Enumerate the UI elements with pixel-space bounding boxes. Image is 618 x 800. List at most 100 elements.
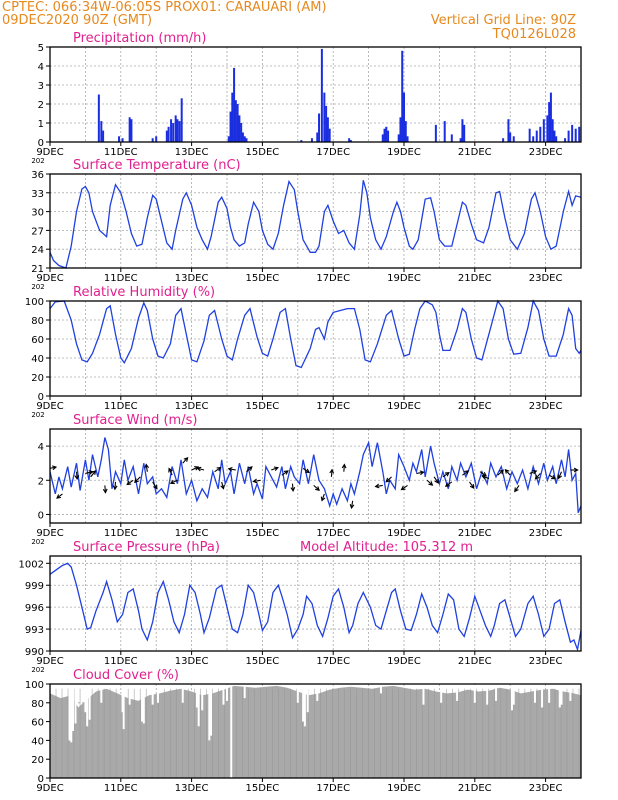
precip-bar bbox=[176, 119, 179, 142]
cloud-gap bbox=[296, 685, 299, 703]
precip-bar bbox=[502, 138, 505, 142]
wind-vector bbox=[85, 471, 93, 474]
wind-vector-head bbox=[374, 483, 380, 489]
y-tick-label: 80 bbox=[31, 699, 44, 710]
panel-frame bbox=[49, 173, 582, 269]
wind-vector-head bbox=[514, 487, 519, 493]
x-year-stub: 202 bbox=[31, 538, 44, 546]
pressure-title: Surface Pressure (hPa) bbox=[73, 540, 220, 555]
wind-vector-head bbox=[419, 470, 425, 476]
x-tick-label: 15DEC bbox=[246, 656, 280, 667]
cloud-gap bbox=[70, 685, 73, 743]
cloud-gap bbox=[510, 685, 513, 711]
precip-bar bbox=[549, 92, 552, 142]
precip-bar bbox=[567, 130, 570, 142]
cloud-gap bbox=[243, 685, 246, 699]
cloud-gap bbox=[68, 685, 71, 741]
y-tick-label: 80 bbox=[31, 316, 44, 327]
y-tick-label: 100 bbox=[25, 297, 44, 308]
wind-vector-head bbox=[56, 494, 61, 499]
x-year-stub: 202 bbox=[31, 666, 44, 674]
wind-vector bbox=[514, 485, 520, 492]
precip-bar bbox=[178, 121, 181, 142]
cloud-gap bbox=[86, 685, 89, 727]
precip-bar bbox=[243, 136, 246, 142]
cloud-cover-title: Cloud Cover (%) bbox=[73, 668, 179, 683]
wind-vector-head bbox=[168, 467, 173, 473]
cloud-gap bbox=[548, 685, 551, 703]
precip-bar bbox=[535, 130, 538, 142]
precip-bar bbox=[165, 130, 168, 142]
cloud-gap bbox=[316, 685, 319, 701]
wind-vector bbox=[221, 481, 225, 489]
x-tick-label: 11DEC bbox=[104, 147, 138, 158]
precip-bar bbox=[300, 140, 303, 142]
wind-vector bbox=[253, 479, 261, 483]
cloud-gap bbox=[72, 685, 75, 731]
header-grid-info: Vertical Grid Line: 90Z bbox=[430, 13, 576, 28]
precip-bar bbox=[236, 104, 239, 142]
x-tick-label: 19DEC bbox=[387, 273, 421, 284]
precip-bar bbox=[397, 134, 400, 142]
precip-bar bbox=[238, 115, 241, 142]
wind-vector-head bbox=[400, 485, 406, 491]
x-tick-label: 23DEC bbox=[529, 147, 563, 158]
cloud-gap bbox=[122, 685, 125, 730]
wind-title: Surface Wind (m/s) bbox=[73, 413, 197, 428]
y-tick-label: 40 bbox=[31, 736, 44, 747]
cloud-gap bbox=[512, 685, 515, 705]
wind-vector-head bbox=[444, 482, 450, 487]
cloud-gap bbox=[533, 685, 536, 703]
x-tick-label: 15DEC bbox=[246, 147, 280, 158]
precip-bar bbox=[328, 128, 331, 142]
x-tick-label: 11DEC bbox=[104, 783, 138, 794]
wind-vector-head bbox=[74, 475, 80, 481]
precip-bar bbox=[528, 128, 531, 142]
precip-bar bbox=[240, 123, 243, 142]
cloud-gap bbox=[121, 685, 124, 713]
x-tick-label: 19DEC bbox=[387, 528, 421, 539]
wind-vector bbox=[401, 484, 408, 491]
precip-bar bbox=[233, 67, 236, 142]
precip-bar bbox=[443, 121, 446, 142]
precip-bar bbox=[151, 138, 154, 142]
humidity-title: Relative Humidity (%) bbox=[73, 285, 215, 300]
wind-vector bbox=[535, 473, 541, 480]
panel-frame bbox=[49, 683, 582, 779]
model-altitude-label: Model Altitude: 105.312 m bbox=[300, 540, 473, 555]
x-tick-label: 17DEC bbox=[316, 401, 350, 412]
cloud-gap bbox=[456, 685, 459, 701]
wind-vector-head bbox=[320, 496, 326, 502]
precip-bar bbox=[310, 138, 313, 142]
x-tick-label: 9DEC bbox=[36, 401, 63, 412]
x-tick-label: 13DEC bbox=[175, 528, 209, 539]
precip-bar bbox=[539, 126, 542, 142]
x-tick-label: 9DEC bbox=[36, 656, 63, 667]
cloud-gap bbox=[558, 685, 561, 708]
precip-bar bbox=[118, 136, 121, 142]
precip-bar bbox=[404, 121, 407, 142]
precip-bar bbox=[532, 136, 535, 142]
cloud-gap bbox=[303, 685, 306, 727]
wind-vector bbox=[182, 457, 188, 464]
precip-bar bbox=[318, 113, 321, 142]
precipitation-title: Precipitation (mm/h) bbox=[73, 31, 206, 46]
wind-vector bbox=[271, 467, 279, 471]
precip-bar bbox=[459, 138, 462, 142]
wind-vector bbox=[114, 481, 117, 490]
precip-bar bbox=[403, 92, 405, 142]
wind-vector-head bbox=[341, 463, 347, 469]
precip-bar bbox=[229, 111, 232, 142]
wind-vector-head bbox=[247, 466, 253, 471]
cloud-gap bbox=[100, 685, 103, 703]
precip-bar bbox=[381, 134, 384, 142]
precip-bar bbox=[97, 94, 100, 142]
y-tick-label: 990 bbox=[25, 647, 44, 658]
x-tick-label: 23DEC bbox=[529, 656, 563, 667]
precip-bar bbox=[578, 126, 581, 142]
wind-vector-head bbox=[305, 468, 311, 474]
cloud-gap bbox=[128, 685, 131, 705]
x-tick-label: 21DEC bbox=[458, 783, 492, 794]
precip-bar bbox=[548, 102, 551, 142]
